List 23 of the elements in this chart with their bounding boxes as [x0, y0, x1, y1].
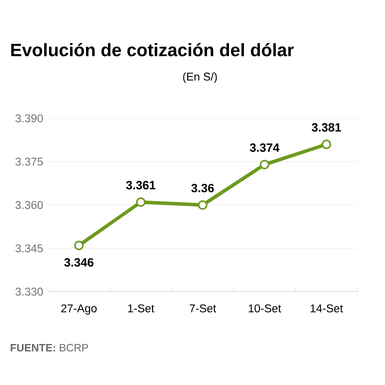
chart-subtitle: (En S/) [183, 72, 217, 83]
x-tick-label: 10-Set [248, 304, 282, 312]
x-tick-label: 27-Ago [61, 304, 97, 315]
x-tick-label: 7-Set [190, 304, 216, 312]
y-tick-label: 3.360 [15, 201, 43, 209]
data-label: 3.36 [191, 184, 214, 192]
y-tick-label: 3.375 [15, 158, 43, 166]
data-label: 3.346 [64, 258, 94, 267]
chart-title: Evolución de cotización del dólar [11, 43, 294, 56]
y-tick-label: 3.330 [15, 288, 43, 296]
data-label: 3.361 [126, 180, 156, 190]
x-tick-label: 14-Set [310, 304, 343, 312]
point [198, 200, 208, 210]
point [322, 140, 332, 150]
x-tick-label: 1-Set [128, 304, 154, 312]
point [136, 197, 146, 207]
data-label: 3.374 [250, 143, 280, 152]
y-tick-label: 3.345 [15, 244, 43, 252]
data-label: 3.381 [312, 123, 342, 132]
y-tick-label: 3.390 [15, 114, 43, 122]
point [74, 240, 84, 250]
point [260, 160, 270, 170]
text: FUENTE: BCRP [10, 344, 88, 352]
